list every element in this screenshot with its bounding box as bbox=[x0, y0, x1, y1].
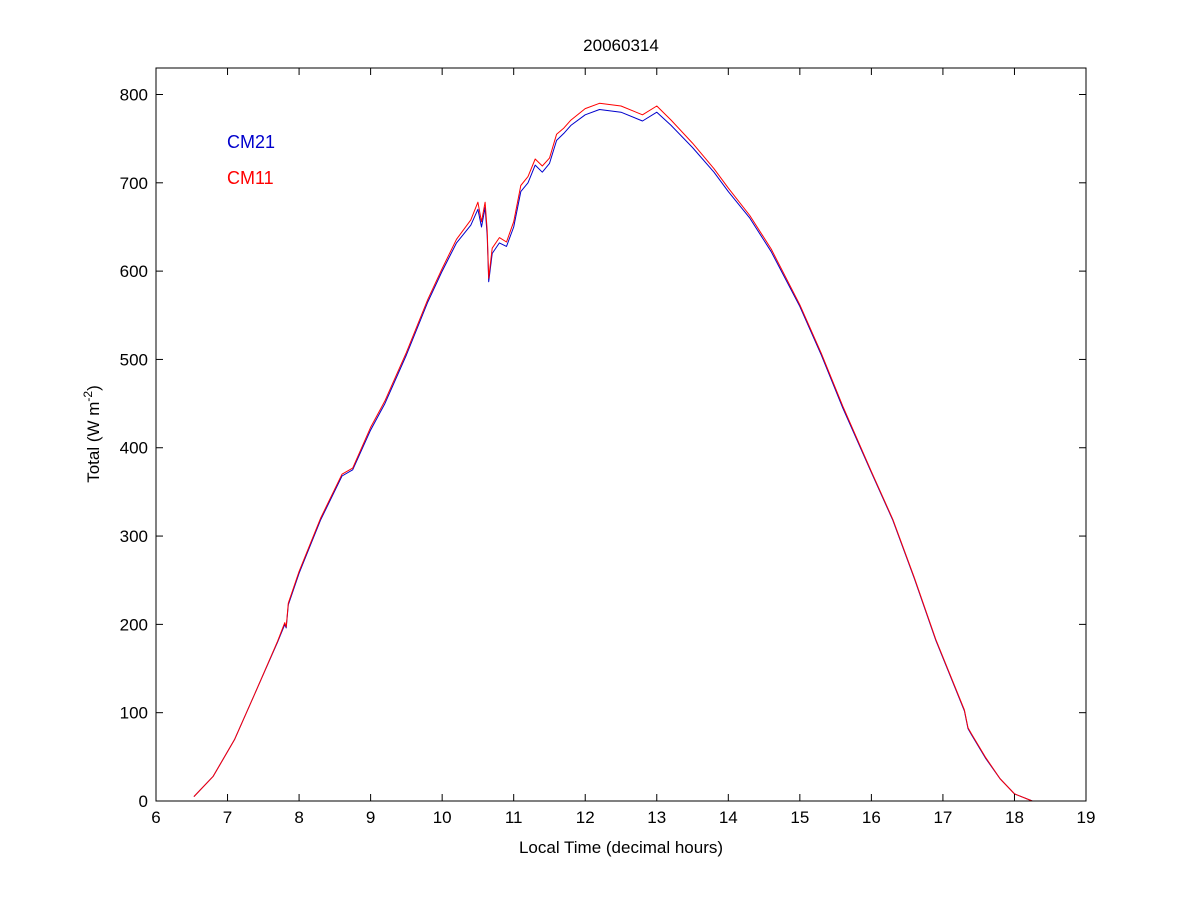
x-tick-label: 10 bbox=[433, 808, 452, 827]
x-tick-label: 8 bbox=[294, 808, 303, 827]
x-tick-label: 6 bbox=[151, 808, 160, 827]
x-tick-label: 17 bbox=[933, 808, 952, 827]
series-line-cm11 bbox=[193, 102, 1033, 802]
y-tick-label: 400 bbox=[120, 439, 148, 458]
x-tick-label: 16 bbox=[862, 808, 881, 827]
tick-layer: 6 7 8 9 10 11 12 13 14 15 16 17 18 19 0 100 200 300 400 500… bbox=[120, 68, 1096, 827]
x-tick-label: 11 bbox=[505, 808, 523, 827]
legend: CM21 CM11 bbox=[227, 132, 275, 188]
x-axis-label: Local Time (decimal hours) bbox=[519, 838, 723, 857]
y-tick-label: 200 bbox=[120, 615, 148, 634]
y-axis-label-suffix: ) bbox=[84, 385, 103, 391]
x-tick-label: 7 bbox=[223, 808, 232, 827]
x-tick-label: 13 bbox=[647, 808, 666, 827]
y-tick-label: 800 bbox=[120, 85, 148, 104]
y-axis-label-superscript: -2 bbox=[81, 391, 95, 402]
y-tick-label: 500 bbox=[120, 350, 148, 369]
x-tick-label: 14 bbox=[719, 808, 738, 827]
x-tick-label: 15 bbox=[790, 808, 809, 827]
y-tick-label: 600 bbox=[120, 262, 148, 281]
series-layer bbox=[193, 102, 1033, 802]
chart-title: 20060314 bbox=[583, 36, 659, 55]
x-tick-label: 9 bbox=[366, 808, 375, 827]
x-tick-label: 19 bbox=[1077, 808, 1096, 827]
y-axis-label-prefix: Total (W m bbox=[84, 402, 103, 483]
x-tick-label: 18 bbox=[1005, 808, 1024, 827]
y-tick-label: 0 bbox=[139, 792, 148, 811]
legend-entry-cm21: CM21 bbox=[227, 132, 275, 152]
y-tick-label: 300 bbox=[120, 527, 148, 546]
y-tick-label: 700 bbox=[120, 174, 148, 193]
y-axis-label: Total (W m-2) bbox=[81, 385, 103, 483]
axes-frame bbox=[155, 67, 1087, 802]
x-tick-label: 12 bbox=[576, 808, 595, 827]
legend-entry-cm11: CM11 bbox=[227, 168, 274, 188]
plot-area bbox=[156, 68, 1086, 801]
y-tick-label: 100 bbox=[120, 704, 148, 723]
